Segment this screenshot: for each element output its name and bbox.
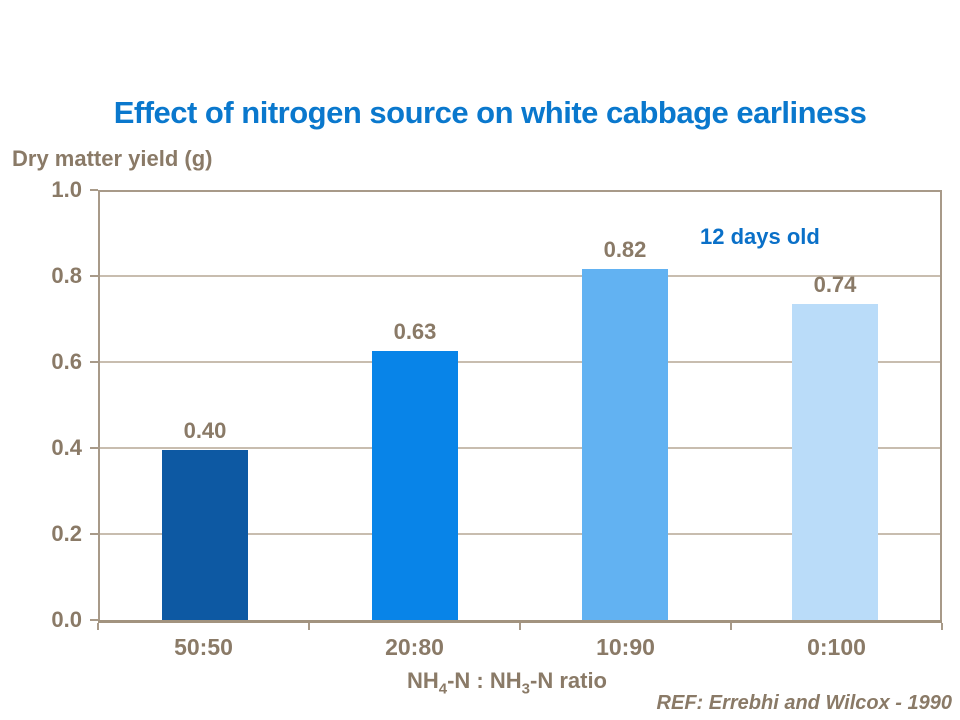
y-tick-mark: [90, 533, 98, 535]
bar: [792, 303, 878, 620]
x-tick-mark: [97, 623, 99, 630]
annotation-12-days-old: 12 days old: [700, 224, 820, 249]
y-axis-title: Dry matter yield (g): [12, 146, 213, 171]
chart-title: Effect of nitrogen source on white cabba…: [113, 95, 867, 130]
y-tick-mark: [90, 361, 98, 363]
bar: [372, 351, 458, 620]
y-tick-mark: [90, 189, 98, 191]
x-axis-category-labels: 50:50 20:80 10:90 0:100: [98, 634, 942, 661]
gridline: [100, 533, 940, 535]
y-tick-label: 0.4: [51, 435, 82, 460]
x-category-label: 0:100: [807, 634, 866, 660]
y-tick-label: 0.8: [51, 263, 82, 288]
x-axis-title-sub3: 3: [521, 680, 530, 698]
x-tick-mark: [730, 623, 732, 630]
gridline: [100, 361, 940, 363]
gridline: [100, 447, 940, 449]
y-tick-label: 1.0: [51, 177, 82, 202]
y-tick-label: 0.2: [51, 521, 82, 546]
x-tick-mark: [519, 623, 521, 630]
x-axis-title-text: NH: [406, 668, 439, 693]
bar-value-label: 0.74: [813, 271, 857, 297]
bar-slot: 0.82: [520, 192, 730, 620]
x-tick-mark: [308, 623, 310, 630]
bar-slot: 0.63: [310, 192, 520, 620]
bar-value-label: 0.63: [393, 319, 437, 345]
bar: [582, 269, 668, 620]
y-tick-mark: [90, 447, 98, 449]
y-tick-mark: [90, 275, 98, 277]
y-tick-label: 0.6: [51, 349, 82, 374]
bar: [162, 450, 248, 620]
bar-series: 0.40 0.63 0.82 0.74: [100, 192, 940, 620]
x-axis-title: NH4-N : NH3-N ratio: [85, 668, 929, 697]
x-category-label: 50:50: [174, 634, 233, 660]
y-tick-label: 0.0: [51, 607, 82, 632]
bar-value-label: 0.40: [183, 418, 227, 443]
x-tick-mark: [941, 623, 943, 630]
x-axis-title-sub4: 4: [438, 680, 448, 698]
x-category-label: 20:80: [385, 634, 444, 660]
x-axis-line: [98, 620, 942, 623]
x-category-label: 10:90: [596, 634, 655, 660]
x-axis-title-mid: -N : NH: [447, 668, 522, 693]
y-tick-mark: [90, 619, 98, 621]
x-axis-title-suffix: -N ratio: [530, 668, 607, 693]
plot-area: 0.40 0.63 0.82 0.74: [98, 190, 942, 623]
bar-slot: 0.40: [100, 192, 310, 620]
bar-value-label: 0.82: [603, 237, 647, 263]
reference-citation: REF: Errebhi and Wilcox - 1990: [656, 692, 952, 714]
gridline: [100, 275, 940, 277]
bar-slot: 0.74: [730, 192, 940, 620]
